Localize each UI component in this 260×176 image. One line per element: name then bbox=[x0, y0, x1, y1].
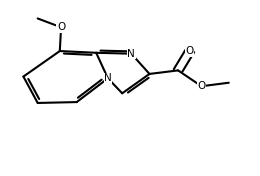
Text: N: N bbox=[104, 73, 112, 83]
Text: O: O bbox=[197, 81, 206, 91]
Text: O: O bbox=[57, 22, 65, 32]
Text: N: N bbox=[127, 49, 135, 59]
Text: O: O bbox=[186, 46, 194, 56]
